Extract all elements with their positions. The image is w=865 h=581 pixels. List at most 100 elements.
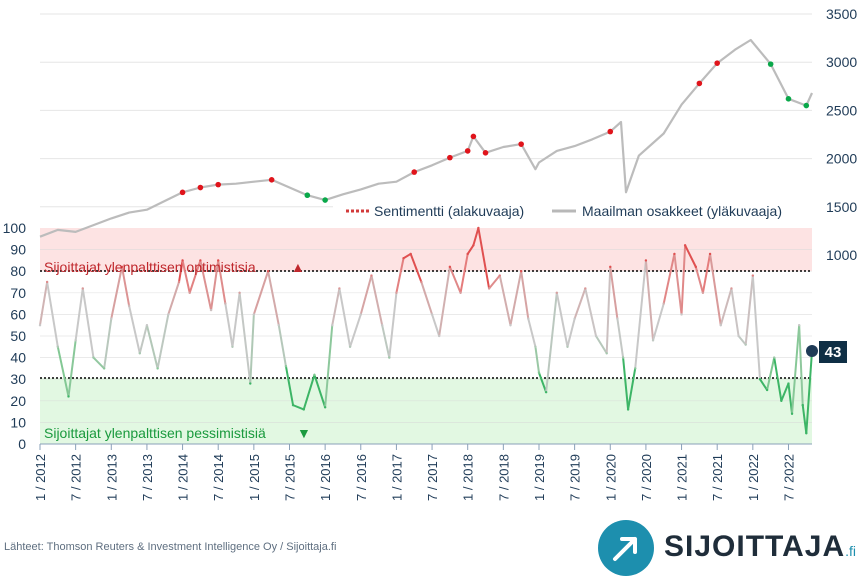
sentiment-point bbox=[573, 317, 576, 320]
sentiment-segment bbox=[545, 291, 558, 394]
sentiment-point bbox=[662, 302, 665, 305]
arrow-logo-icon bbox=[598, 520, 654, 576]
sentiment-segment bbox=[388, 291, 398, 359]
brand-name: SIJOITTAJA.fi bbox=[664, 530, 856, 564]
sentiment-segment bbox=[431, 313, 441, 337]
world-stocks-path bbox=[39, 38, 814, 238]
sentiment-point bbox=[409, 252, 412, 256]
lower-tick-label: 10 bbox=[10, 414, 26, 430]
sentiment-point bbox=[555, 291, 559, 294]
sentiment-point bbox=[527, 317, 530, 320]
sentiment-point bbox=[284, 365, 288, 368]
sentiment-point bbox=[701, 291, 705, 294]
lower-axis-ticks: 0 10 20 30 40 50 60 70 80 90 100 bbox=[3, 220, 27, 452]
sentiment-segment bbox=[520, 270, 530, 320]
latest-value-box bbox=[819, 341, 847, 363]
sentiment-segment bbox=[758, 378, 769, 391]
sentiment-point bbox=[67, 395, 70, 398]
sentiment-segment bbox=[773, 356, 783, 402]
sentiment-point bbox=[291, 403, 295, 407]
brand-logo[interactable]: SIJOITTAJA.fi bbox=[598, 520, 860, 576]
x-tick-label: 7 / 2014 bbox=[211, 454, 226, 501]
upper-axis-ticks: 1000 1500 2000 2500 3000 3500 bbox=[826, 6, 857, 263]
brand-text: SIJOITTAJA bbox=[664, 530, 846, 563]
sentiment-point bbox=[38, 324, 42, 327]
x-tick-label: 1 / 2019 bbox=[532, 454, 547, 501]
sentiment-point bbox=[238, 291, 241, 294]
sentiment-segment bbox=[409, 252, 423, 283]
sentiment-segment bbox=[488, 274, 501, 290]
sentiment-segment bbox=[573, 287, 587, 320]
latest-value-marker: 43 bbox=[806, 341, 847, 363]
sentiment-point bbox=[708, 252, 712, 256]
sentiment-point bbox=[651, 339, 655, 342]
sentiment-segment bbox=[684, 244, 697, 268]
sentiment-segment bbox=[302, 373, 316, 411]
sentiment-segment bbox=[292, 404, 305, 411]
sentiment-segment bbox=[67, 339, 77, 398]
sentiment-point bbox=[177, 280, 181, 284]
x-tick-label: 7 / 2015 bbox=[282, 454, 297, 501]
world-stocks-highlight-point bbox=[411, 169, 418, 175]
upper-tick-label: 3500 bbox=[826, 6, 857, 22]
x-tick-label: 7 / 2016 bbox=[354, 454, 369, 501]
x-tick-label: 7 / 2019 bbox=[568, 454, 583, 501]
sentiment-segment bbox=[766, 356, 776, 391]
sentiment-point bbox=[359, 313, 362, 316]
upper-tick-label: 1500 bbox=[826, 199, 857, 215]
sentiment-point bbox=[509, 324, 512, 327]
sentiment-point bbox=[498, 274, 501, 277]
x-tick-label: 7 / 2017 bbox=[425, 454, 440, 501]
sentiment-point bbox=[348, 345, 352, 348]
sentiment-point bbox=[331, 324, 334, 327]
sentiment-segment bbox=[751, 274, 761, 381]
x-tick-label: 1 / 2020 bbox=[603, 454, 618, 501]
lower-tick-label: 80 bbox=[10, 263, 26, 279]
sentiment-point bbox=[765, 388, 769, 392]
sentiment-segment bbox=[622, 356, 630, 411]
sentiment-segment bbox=[616, 317, 625, 359]
sentiment-point bbox=[805, 432, 808, 435]
sentiment-point bbox=[430, 313, 434, 316]
sentiment-point bbox=[448, 265, 452, 269]
sentiment-segment bbox=[537, 371, 548, 394]
sentiment-segment bbox=[609, 265, 619, 320]
sentiment-point bbox=[323, 406, 327, 409]
sentiment-segment bbox=[156, 313, 170, 370]
sentiment-point bbox=[719, 324, 722, 327]
sentiment-segment bbox=[680, 244, 687, 316]
x-tick-label: 7 / 2020 bbox=[639, 454, 654, 501]
world-stocks-highlight-point bbox=[696, 80, 703, 87]
sentiment-point bbox=[74, 339, 77, 342]
sentiment-segment bbox=[744, 274, 754, 346]
sentiment-point bbox=[437, 334, 441, 338]
sentiment-point bbox=[605, 352, 608, 355]
sentiment-point bbox=[231, 345, 234, 348]
sentiment-point bbox=[472, 244, 475, 247]
sentiment-point bbox=[120, 265, 124, 269]
world-stocks-highlight-point bbox=[714, 60, 720, 66]
lower-tick-label: 70 bbox=[10, 285, 26, 301]
world-stocks-highlight-point bbox=[785, 96, 792, 102]
sentiment-segment bbox=[284, 365, 295, 407]
sentiment-segment bbox=[120, 265, 131, 307]
sentiment-point bbox=[81, 287, 84, 290]
lower-tick-label: 50 bbox=[10, 328, 26, 344]
sentiment-segment bbox=[324, 324, 334, 409]
sentiment-point bbox=[801, 403, 804, 407]
sentiment-point bbox=[224, 302, 227, 305]
x-tick-label: 1 / 2022 bbox=[746, 454, 761, 501]
sentiment-point bbox=[626, 408, 630, 411]
upper-tick-label: 2500 bbox=[826, 102, 857, 118]
x-tick-label: 7 / 2022 bbox=[781, 454, 796, 501]
lower-tick-label: 0 bbox=[18, 436, 26, 452]
legend-world-label: Maailman osakkeet (yläkuvaaja) bbox=[582, 203, 782, 219]
sentiment-segment bbox=[370, 274, 384, 327]
latest-value-label: 43 bbox=[825, 344, 842, 361]
lower-tick-label: 90 bbox=[10, 242, 26, 258]
sentiment-point bbox=[680, 313, 683, 316]
sentiment-point bbox=[110, 317, 113, 320]
lower-tick-label: 100 bbox=[3, 220, 27, 236]
sentiment-segment bbox=[694, 265, 704, 294]
